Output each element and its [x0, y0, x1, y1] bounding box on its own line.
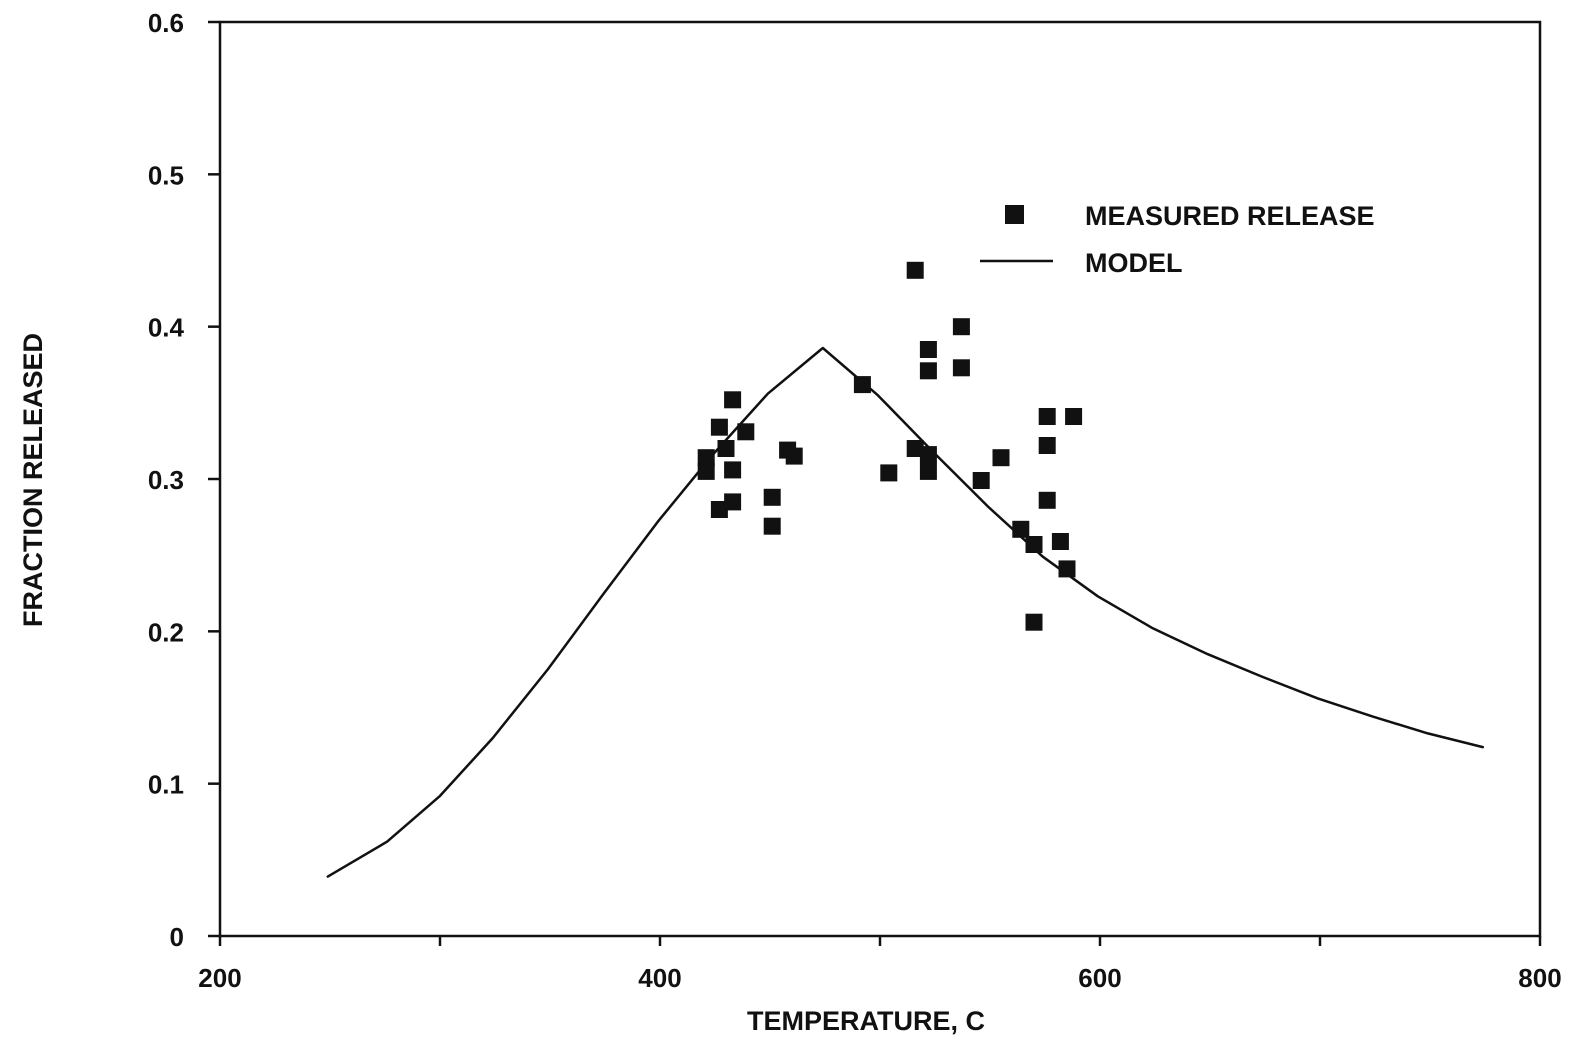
data-point — [919, 446, 937, 464]
data-point — [724, 391, 742, 409]
data-point — [710, 501, 728, 518]
data-point — [919, 462, 937, 480]
plot-border — [218, 20, 1542, 938]
y-tick-label: 0 — [170, 922, 184, 952]
y-tick-label: 0.6 — [148, 8, 184, 38]
data-point — [1051, 533, 1069, 550]
data-point — [763, 517, 781, 535]
data-point — [724, 493, 742, 511]
data-point — [1025, 536, 1043, 553]
data-point — [1038, 491, 1056, 509]
y-tick-label: 0.4 — [148, 313, 185, 343]
data-point — [952, 318, 970, 336]
data-point — [1038, 408, 1056, 425]
x-tick-label: 600 — [1078, 963, 1121, 993]
data-point — [697, 462, 715, 480]
model-line — [326, 346, 1485, 878]
data-point — [717, 440, 735, 457]
y-tick-label: 0.5 — [148, 160, 184, 190]
data-point — [880, 464, 898, 482]
legend: MEASURED RELEASE MODEL — [980, 201, 1375, 278]
y-tick-label: 0.2 — [148, 617, 184, 647]
data-point — [1012, 520, 1030, 538]
data-point — [952, 359, 970, 377]
data-point — [724, 461, 742, 479]
y-axis: 0 0.1 0.2 0.3 0.4 0.5 0.6 — [148, 8, 220, 952]
y-tick-label: 0.1 — [148, 770, 184, 800]
data-point — [785, 447, 803, 465]
y-axis-title: FRACTION RELEASED — [18, 333, 48, 627]
x-axis-title: TEMPERATURE, C — [747, 1006, 985, 1036]
data-point — [919, 341, 937, 358]
x-axis: 200 400 600 800 — [198, 936, 1562, 993]
legend-model-label: MODEL — [1085, 248, 1183, 278]
model-series — [326, 346, 1485, 878]
data-point — [1038, 437, 1056, 454]
data-point — [1058, 560, 1076, 578]
x-tick-label: 800 — [1518, 963, 1561, 993]
measured-series — [697, 261, 1083, 631]
data-point — [737, 423, 755, 441]
data-point — [992, 449, 1010, 467]
data-point — [1025, 613, 1043, 631]
y-tick-label: 0.3 — [148, 465, 184, 495]
data-point — [906, 440, 924, 457]
data-point — [853, 376, 871, 394]
x-tick-label: 400 — [638, 963, 681, 993]
data-point — [697, 449, 715, 467]
data-point — [919, 362, 937, 380]
data-point — [906, 261, 924, 279]
data-point — [710, 418, 728, 436]
plot-area — [218, 20, 1542, 938]
data-point — [972, 472, 990, 489]
data-point — [763, 488, 781, 506]
legend-measured-marker — [1005, 205, 1024, 224]
x-tick-label: 200 — [198, 963, 241, 993]
data-point — [1065, 408, 1083, 425]
legend-measured-label: MEASURED RELEASE — [1085, 201, 1375, 231]
